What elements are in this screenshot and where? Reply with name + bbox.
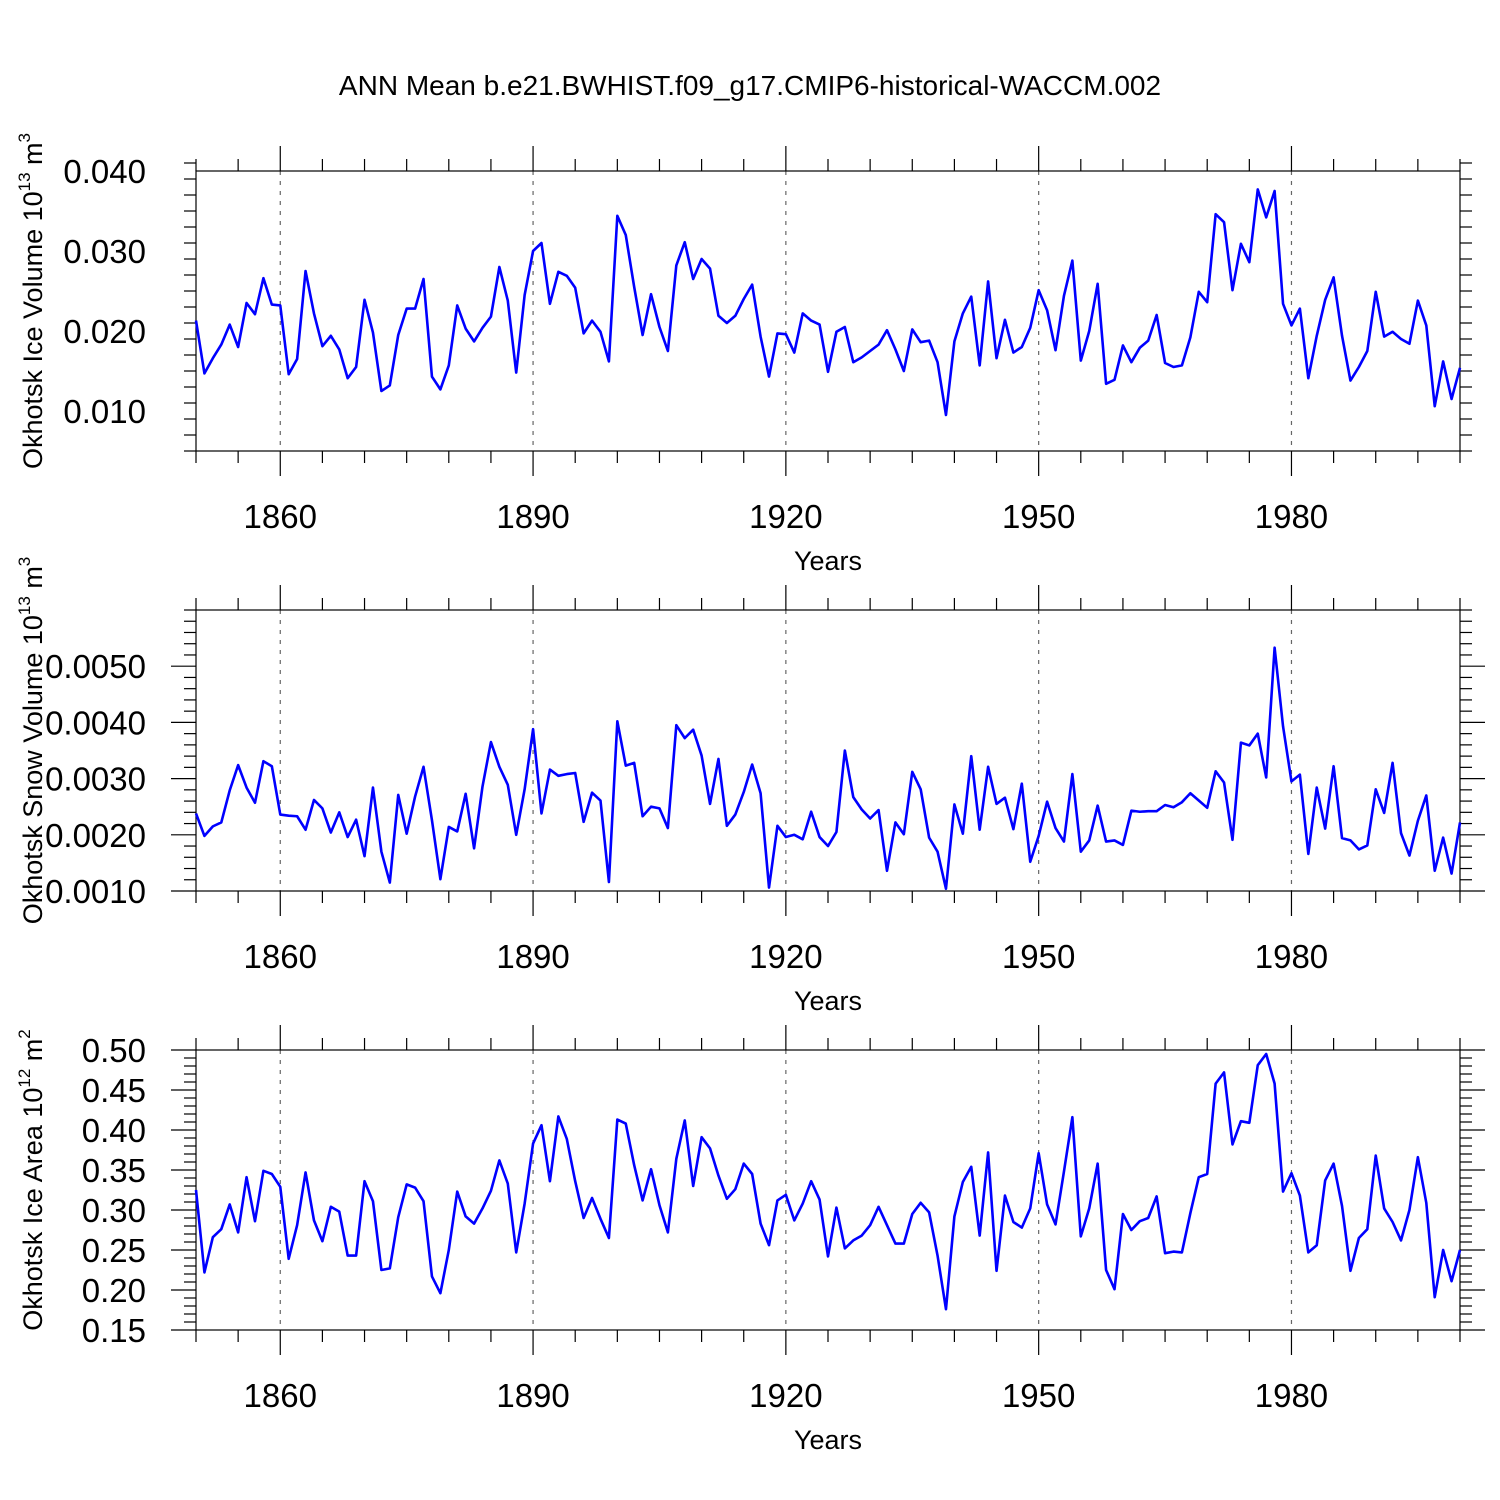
x-tick-label: 1920 (749, 498, 822, 535)
y-tick-label: 0.50 (82, 1032, 146, 1069)
y-tick-label: 0.0040 (45, 704, 146, 741)
series-line-ice-area (194, 1052, 1462, 1311)
y-tick-label: 0.45 (82, 1072, 146, 1109)
x-tick-label: 1950 (1002, 1377, 1075, 1414)
plot-frame (195, 170, 1461, 452)
y-tick-label: 0.40 (82, 1112, 146, 1149)
y-tick-label: 0.0020 (45, 817, 146, 854)
y-tick-label: 0.010 (63, 393, 146, 430)
panel-ice-volume: 0.010 0.020 0.030 0.040 1860 1890 1920 1950 1980… (15, 133, 1472, 576)
series-line-snow-volume (194, 646, 1462, 891)
y-tick-label: 0.30 (82, 1192, 146, 1229)
x-tick-label: 1980 (1255, 1377, 1328, 1414)
panel-snow-volume: 0.0010 0.0020 0.0030 0.0040 0.0050 1860 1890 19… (15, 557, 1485, 1016)
x-tick-label: 1860 (244, 498, 317, 535)
panels: 0.010 0.020 0.030 0.040 1860 1890 1920 1950 1980… (15, 133, 1485, 1455)
x-tick-label: 1980 (1255, 498, 1328, 535)
y-tick-label: 0.040 (63, 153, 146, 190)
y-tick-label: 0.030 (63, 233, 146, 270)
x-axis-label: Years (794, 1425, 862, 1455)
plot-frame (195, 1049, 1461, 1331)
plot-frame (195, 609, 1461, 892)
x-tick-label: 1950 (1002, 498, 1075, 535)
x-tick-label: 1980 (1255, 938, 1328, 975)
x-tick-label: 1860 (244, 938, 317, 975)
x-tick-label: 1890 (496, 938, 569, 975)
series-line-ice-volume (194, 188, 1462, 417)
x-axis-label: Years (794, 546, 862, 576)
x-tick-label: 1920 (749, 938, 822, 975)
y-tick-label: 0.0010 (45, 873, 146, 910)
x-axis-label: Years (794, 986, 862, 1016)
panel-ice-area: 0.150.200.250.300.350.400.450.50 1860 1890… (15, 1025, 1485, 1455)
y-tick-label: 0.35 (82, 1152, 146, 1189)
x-tick-label: 1920 (749, 1377, 822, 1414)
y-tick-label: 0.0050 (45, 648, 146, 685)
x-tick-label: 1860 (244, 1377, 317, 1414)
x-tick-label: 1890 (496, 1377, 569, 1414)
y-axis-label: Okhotsk Snow Volume 1013 m3 (15, 557, 48, 925)
x-tick-label: 1890 (496, 498, 569, 535)
y-tick-label: 0.20 (82, 1272, 146, 1309)
x-tick-label: 1950 (1002, 938, 1075, 975)
y-axis-label: Okhotsk Ice Area 1012 m2 (15, 1029, 48, 1331)
y-tick-label: 0.020 (63, 313, 146, 350)
y-axis-label: Okhotsk Ice Volume 1013 m3 (15, 133, 48, 469)
y-tick-label: 0.25 (82, 1232, 146, 1269)
y-tick-label: 0.0030 (45, 761, 146, 798)
chart-title: ANN Mean b.e21.BWHIST.f09_g17.CMIP6-hist… (339, 70, 1161, 101)
y-tick-label: 0.15 (82, 1312, 146, 1349)
